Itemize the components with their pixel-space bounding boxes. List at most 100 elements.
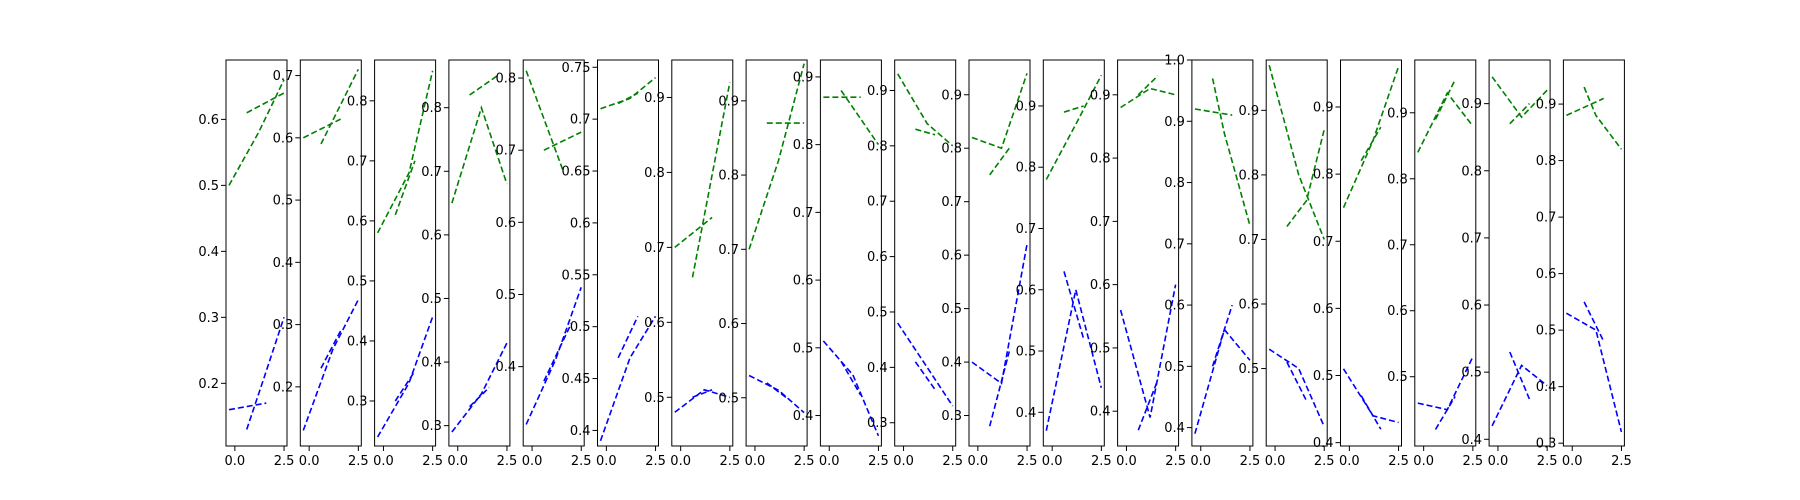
subplot-5: 0.0 2.5 0.4 0.5 0.6 0.7 0.8: [496, 59, 592, 469]
series-line-lower: [1194, 327, 1251, 434]
series-line-upper: [1434, 79, 1456, 120]
y-tick-label: 0.6: [1164, 299, 1185, 314]
y-tick-label: 0.4: [1461, 433, 1482, 448]
y-tick-label: 0.7: [793, 206, 814, 221]
y-tick-label: 0.3: [1536, 437, 1557, 452]
subplot-frame: [1042, 59, 1105, 447]
x-tick-label: 0.0: [299, 454, 320, 469]
series-line-lower: [822, 340, 880, 437]
series-line-upper: [1509, 103, 1530, 125]
subplot-frame: [1265, 59, 1328, 447]
x-tick-label: 0.0: [1488, 454, 1509, 469]
y-tick-label: 0.5: [421, 292, 442, 307]
series-line-lower: [840, 360, 862, 396]
y-tick-label: 0.7: [1090, 215, 1111, 230]
y-tick-label: 0.4: [347, 334, 368, 349]
y-tick-label: 0.2: [198, 377, 219, 392]
series-line-upper: [376, 70, 434, 234]
x-tick-label: 2.5: [1388, 454, 1409, 469]
y-tick-label: 0.5: [1090, 341, 1111, 356]
subplot-14: 0.0 2.5 0.4 0.5 0.6 0.7 0.8 0.9 1.0: [1164, 54, 1260, 470]
series-line-upper: [302, 118, 341, 139]
subplot-7: 0.0 2.5 0.5 0.6 0.7 0.8 0.9: [644, 59, 740, 469]
y-tick-label: 0.8: [644, 166, 665, 181]
subplot-frame: [1117, 59, 1180, 447]
y-tick-label: 0.5: [570, 320, 591, 335]
y-tick-label: 0.6: [1313, 302, 1334, 317]
subplot-2: 0.0 2.5 0.2 0.3 0.4 0.5 0.6 0.7: [273, 59, 369, 469]
y-tick-label: 0.7: [1164, 237, 1185, 252]
subplot-frame: [374, 59, 437, 447]
x-tick-label: 0.0: [225, 454, 246, 469]
x-tick-label: 2.5: [868, 454, 889, 469]
x-tick-label: 0.0: [1116, 454, 1137, 469]
subplot-15: 0.0 2.5 0.5 0.6 0.7 0.8 0.9: [1239, 59, 1335, 469]
subplot-frame: [597, 59, 659, 447]
y-tick-label: 0.8: [496, 72, 517, 87]
x-tick-label: 2.5: [1240, 454, 1261, 469]
series-line-lower: [971, 244, 1028, 385]
subplot-frame: [1488, 59, 1551, 447]
y-tick-label: 0.9: [793, 70, 814, 85]
y-tick-label: 0.5: [941, 302, 962, 317]
y-tick-label: 0.6: [1536, 267, 1557, 282]
series-line-lower: [599, 315, 657, 442]
x-tick-label: 2.5: [1314, 454, 1335, 469]
y-tick-label: 0.6: [198, 113, 219, 128]
series-line-upper: [1120, 87, 1176, 109]
series-line-upper: [320, 68, 360, 145]
series-line-upper: [543, 131, 582, 151]
y-tick-label: 0.7: [1313, 235, 1334, 250]
x-tick-label: 2.5: [1463, 454, 1484, 469]
series-line-upper: [915, 128, 936, 136]
x-tick-label: 2.5: [1091, 454, 1112, 469]
y-tick-label: 0.6: [496, 216, 517, 231]
y-tick-label: 0.4: [1536, 380, 1557, 395]
subplot-19: 0.0 2.5 0.3 0.4 0.5 0.6 0.7 0.8 0.9: [1536, 59, 1632, 469]
y-tick-label: 0.4: [198, 245, 219, 260]
y-tick-label: 0.65: [562, 165, 591, 180]
series-line-upper: [971, 73, 1028, 150]
x-tick-label: 2.5: [571, 454, 592, 469]
y-tick-label: 0.6: [1461, 299, 1482, 314]
y-tick-label: 0.4: [570, 424, 591, 439]
y-tick-label: 0.7: [644, 241, 665, 256]
series-line-upper: [394, 160, 416, 216]
series-line-lower: [1360, 395, 1382, 430]
series-line-upper: [525, 70, 565, 173]
subplot-frame: [448, 59, 511, 447]
y-tick-label: 0.4: [1090, 405, 1111, 420]
y-tick-label: 0.4: [1313, 436, 1334, 451]
y-tick-label: 0.5: [1313, 369, 1334, 384]
subplot-frame: [671, 59, 734, 447]
y-tick-label: 0.9: [1313, 100, 1334, 115]
y-tick-label: 0.8: [347, 94, 368, 109]
y-tick-label: 0.3: [867, 416, 888, 431]
series-line-lower: [302, 299, 360, 431]
subplot-frame: [745, 59, 808, 447]
y-tick-label: 0.9: [1536, 98, 1557, 113]
y-tick-label: 0.9: [867, 84, 888, 99]
y-tick-label: 0.4: [793, 409, 814, 424]
y-tick-label: 0.6: [867, 250, 888, 265]
y-tick-label: 0.7: [1016, 222, 1037, 237]
y-tick-label: 0.55: [562, 268, 591, 283]
y-tick-label: 0.75: [562, 61, 591, 76]
series-line-upper: [1583, 86, 1623, 150]
series-line-lower: [320, 330, 342, 369]
y-tick-label: 0.4: [421, 356, 442, 371]
y-tick-label: 0.6: [1090, 278, 1111, 293]
y-tick-label: 0.5: [1164, 360, 1185, 375]
series-line-lower: [692, 389, 713, 399]
series-line-lower: [376, 316, 434, 438]
subplot-18: 0.0 2.5 0.4 0.5 0.6 0.7 0.8 0.9: [1461, 59, 1557, 469]
y-tick-label: 0.8: [421, 101, 442, 116]
x-tick-label: 0.0: [447, 454, 468, 469]
y-tick-label: 0.8: [1239, 168, 1260, 183]
y-tick-label: 0.9: [1090, 88, 1111, 103]
subplot-frame: [968, 59, 1031, 447]
subplot-4: 0.0 2.5 0.3 0.4 0.5 0.6 0.7 0.8: [421, 59, 517, 469]
subplot-frame: [1414, 59, 1477, 447]
series-line-upper: [617, 92, 639, 105]
